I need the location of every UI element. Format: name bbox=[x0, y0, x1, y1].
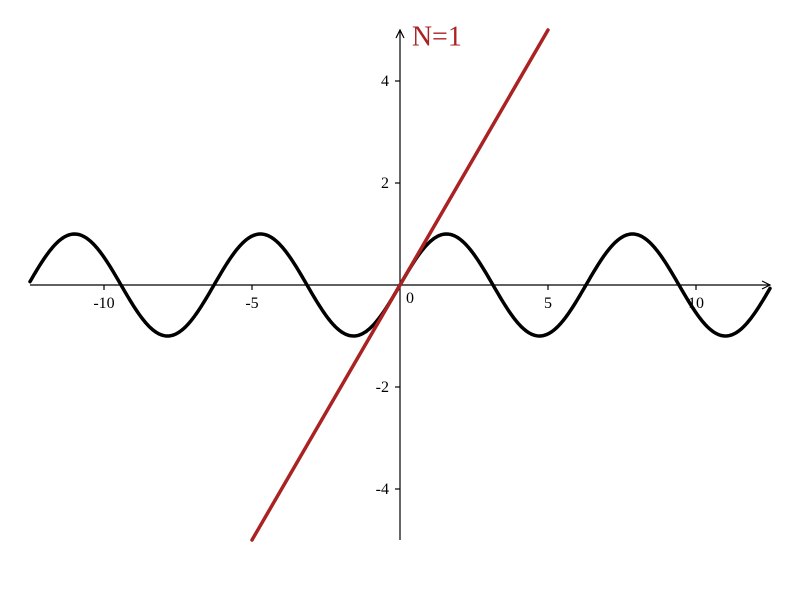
chart-plot: -10-5510-4-224 N=1 0 bbox=[0, 0, 800, 600]
x-tick-label: 5 bbox=[544, 295, 552, 312]
chart-title: N=1 bbox=[412, 21, 462, 52]
x-tick-label: -5 bbox=[245, 295, 258, 312]
y-tick-label: 2 bbox=[381, 175, 389, 192]
origin-label: 0 bbox=[406, 290, 414, 307]
y-tick-label: -4 bbox=[376, 481, 389, 498]
y-tick-label: -2 bbox=[376, 379, 389, 396]
x-tick-label: -10 bbox=[93, 295, 114, 312]
y-tick-label: 4 bbox=[381, 73, 389, 90]
